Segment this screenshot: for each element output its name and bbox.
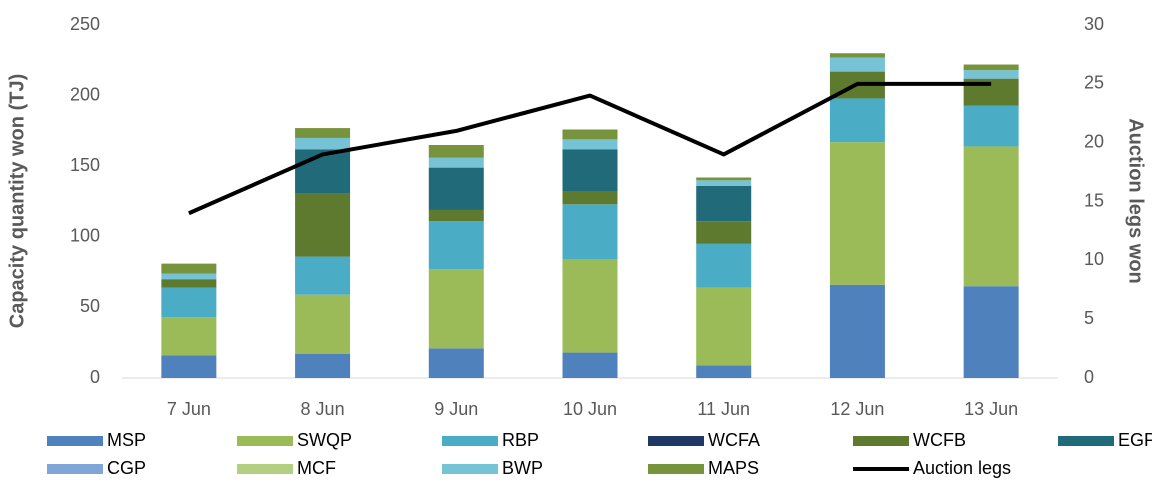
x-tick-label: 10 Jun <box>563 399 617 419</box>
y-axis-title: Capacity quantity won (TJ) <box>6 74 28 328</box>
bar-segment <box>161 273 217 280</box>
legend-label: WCFA <box>708 430 760 450</box>
line-series <box>188 81 992 216</box>
bar-segment <box>562 139 618 150</box>
bar-segment <box>696 177 752 181</box>
y2-tick-label: 10 <box>1084 249 1104 269</box>
bar-segment <box>829 284 885 378</box>
y2-tick-label: 25 <box>1084 73 1104 93</box>
y2-axis-title: Auction legs won <box>1125 118 1147 284</box>
y-tick-label: 50 <box>80 296 100 316</box>
bar-segment <box>963 70 1019 79</box>
bar-segment <box>696 243 752 288</box>
bar-segment <box>428 167 484 210</box>
bar-segment <box>295 353 351 378</box>
bar-segment <box>562 191 618 205</box>
bar-segment <box>161 279 217 288</box>
y2-tick-label: 5 <box>1084 308 1094 328</box>
x-tick-label: 7 Jun <box>167 399 211 419</box>
bar-segment <box>161 287 217 318</box>
legend-label: MCF <box>297 458 336 478</box>
legend-label: BWP <box>502 458 543 478</box>
y-tick-label: 0 <box>90 367 100 387</box>
bar-segment <box>696 185 752 222</box>
x-tick-label: 12 Jun <box>830 399 884 419</box>
bar-segment <box>562 129 618 140</box>
y-tick-label: 250 <box>70 14 100 34</box>
legend-label: CGP <box>107 458 146 478</box>
y2-tick-label: 0 <box>1084 367 1094 387</box>
legend-swatch <box>47 464 103 474</box>
bar-segment <box>428 145 484 158</box>
x-tick-label: 11 Jun <box>697 399 750 419</box>
bar-segment <box>963 105 1019 147</box>
legend-label: RBP <box>502 430 539 450</box>
bar-segment <box>562 149 618 192</box>
bar-segment <box>428 348 484 378</box>
legend-label: SWQP <box>297 430 352 450</box>
bar-segment <box>295 256 351 295</box>
bar-segment <box>963 146 1019 287</box>
bar-segment <box>562 352 618 378</box>
legend-swatch <box>237 464 293 474</box>
legend-swatch <box>442 436 498 446</box>
bar-segment <box>295 193 351 257</box>
x-tick-label: 9 Jun <box>434 399 478 419</box>
bar-segment <box>963 64 1019 71</box>
bar-segment <box>963 286 1019 378</box>
bar-segment <box>295 137 351 150</box>
legend-swatch <box>442 464 498 474</box>
bar-segment <box>428 209 484 222</box>
y2-tick-label: 15 <box>1084 190 1104 210</box>
bar-segment <box>428 221 484 270</box>
y2-tick-label: 30 <box>1084 14 1104 34</box>
legend-label: MSP <box>107 430 146 450</box>
bar-segment <box>829 142 885 285</box>
bar-segment <box>161 355 217 378</box>
bar-segment <box>295 294 351 354</box>
legend-swatch <box>853 436 909 446</box>
bar-segment <box>562 204 618 260</box>
bar-segment <box>696 180 752 186</box>
bar-segment <box>829 53 885 58</box>
bar-segment <box>161 263 217 274</box>
legend-swatch <box>648 464 704 474</box>
bar-segment <box>161 317 217 356</box>
legend-swatch <box>648 436 704 446</box>
y-tick-label: 200 <box>70 84 100 104</box>
bar-segment <box>696 365 752 378</box>
bar-segment <box>562 259 618 353</box>
x-tick-label: 13 Jun <box>964 399 1018 419</box>
bar-segment <box>696 287 752 366</box>
legend-label: WCFB <box>913 430 966 450</box>
bar-segment <box>295 128 351 138</box>
bar-segment <box>829 57 885 72</box>
legend-swatch <box>237 436 293 446</box>
y-tick-label: 150 <box>70 155 100 175</box>
legend-swatch <box>1058 436 1114 446</box>
bar-segment <box>696 221 752 244</box>
y-tick-label: 100 <box>70 226 100 246</box>
bar-segment <box>428 269 484 349</box>
legend-swatch <box>47 436 103 446</box>
x-tick-label: 8 Jun <box>301 399 345 419</box>
legend-label: MAPS <box>708 458 759 478</box>
legend-label: Auction legs <box>913 458 1011 478</box>
y2-tick-label: 20 <box>1084 131 1104 151</box>
bar-segment <box>829 98 885 143</box>
legend-label: EGP <box>1118 430 1152 450</box>
bar-segment <box>428 157 484 168</box>
